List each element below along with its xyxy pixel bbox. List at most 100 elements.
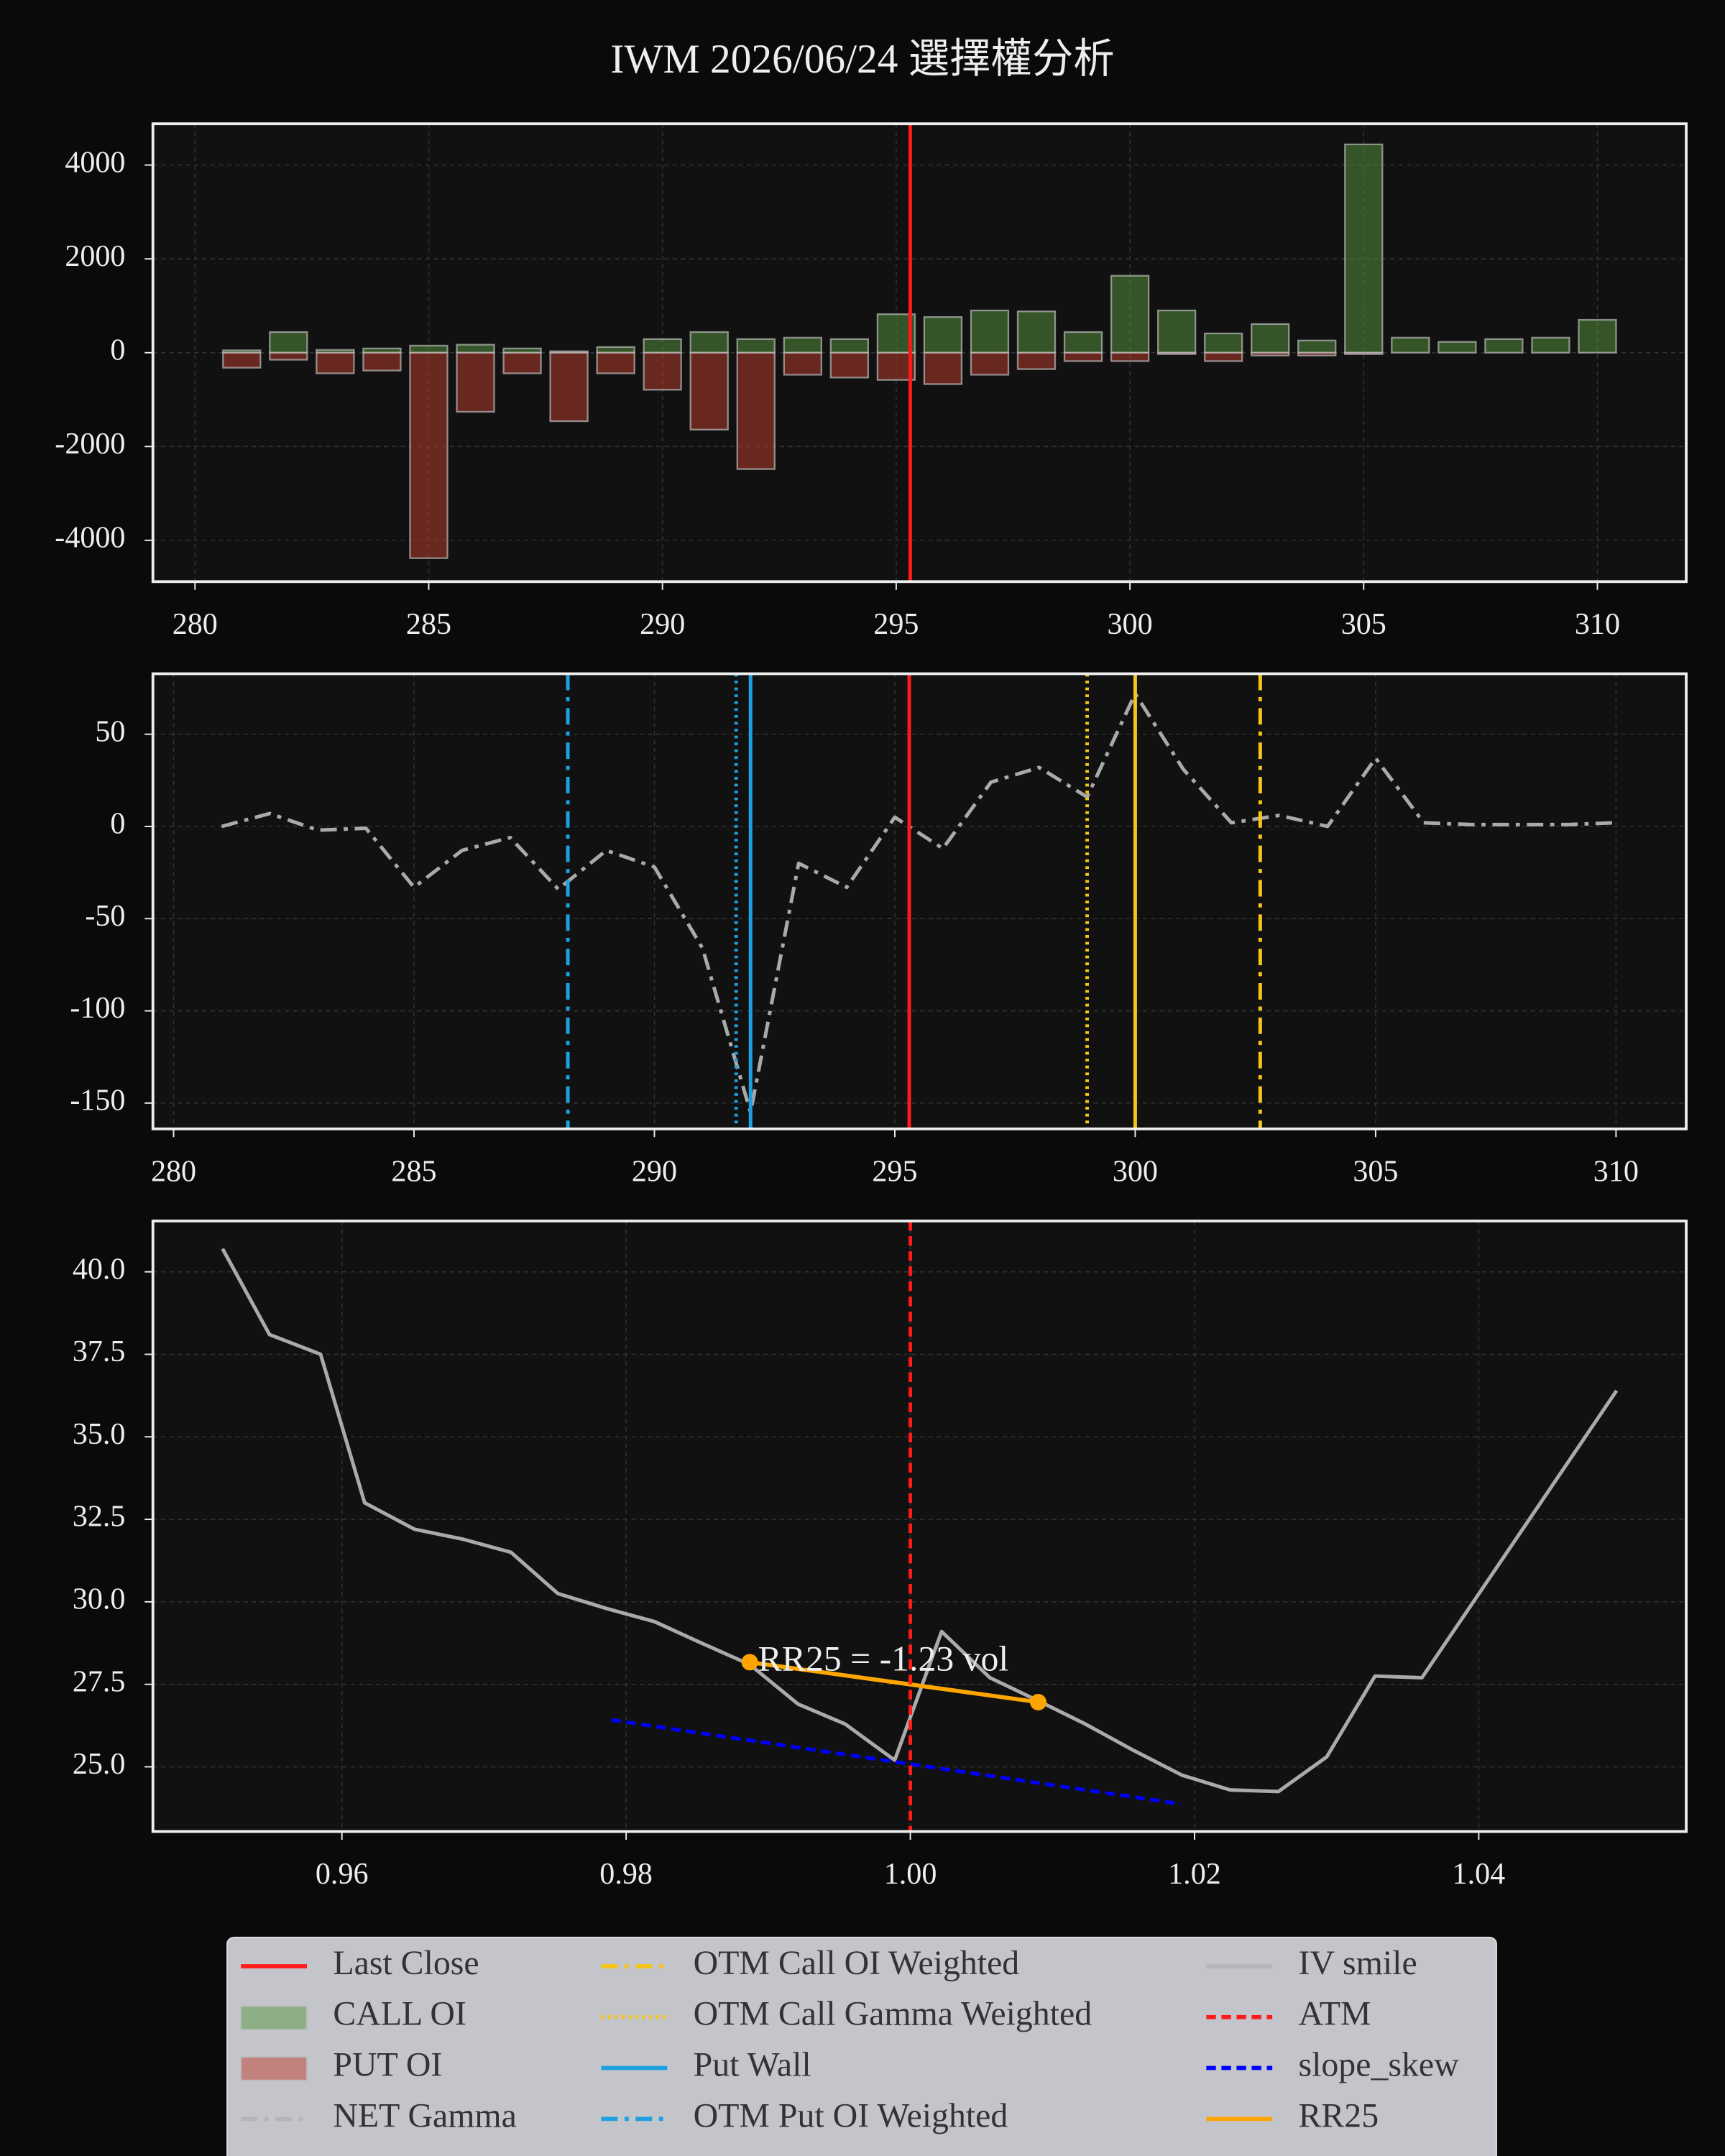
line-series [221,1248,1619,1794]
y-tick-label: 35.0 [73,1417,126,1451]
bar [409,344,448,354]
bar [1344,351,1384,355]
y-tick-label: 32.5 [73,1500,126,1534]
y-tick-label: 30.0 [73,1583,126,1616]
x-tick-label: 300 [1108,607,1153,641]
x-tick-label: 285 [406,607,451,641]
bar [783,336,822,354]
x-tick-label: 305 [1341,607,1386,641]
axes-background [152,124,1687,582]
bar [970,309,1010,354]
x-tick-label: 1.00 [884,1857,937,1891]
line-series [749,1660,1039,1705]
bar [1484,338,1524,354]
legend-label: Last Close [333,1944,479,1982]
annotation: RR25 = -1.23 vol [758,1639,1009,1678]
x-tick-label: 295 [872,1155,917,1189]
line-series [221,691,1616,1115]
legend-label: CALL OI [333,1995,466,2033]
x-tick-label: 280 [151,1155,196,1189]
bar [736,338,776,354]
y-tick-label: 50 [95,714,125,748]
y-tick-label: -100 [70,991,125,1025]
legend-label: OTM Call Gamma Weighted [694,1995,1092,2033]
x-tick-label: 305 [1353,1155,1398,1189]
x-tick-label: 290 [632,1155,677,1189]
bar [1156,351,1197,355]
legend-label: Put Wall [694,2046,811,2084]
legend-label: ATM [1299,1995,1371,2033]
bar [362,351,402,372]
bar [1391,336,1430,354]
y-tick-label: 4000 [65,145,125,179]
legend-label: NET Gamma [333,2096,516,2134]
legend-label: OTM Put OI Weighted [694,2096,1008,2134]
axes-frame [151,122,1688,584]
bar [1110,351,1150,362]
bar [1063,351,1103,362]
bar [970,351,1010,376]
x-tick-label: 1.04 [1453,1857,1506,1891]
legend-label: PUT OI [333,2046,442,2084]
legend-label: IV smile [1299,1944,1417,1982]
x-tick-label: 0.98 [599,1857,653,1891]
bar [1110,275,1150,354]
bar [1531,336,1570,354]
marker [741,1654,758,1671]
x-tick-label: 285 [391,1155,436,1189]
bar [829,338,870,354]
bar [643,338,682,354]
y-tick-label: 0 [110,807,125,841]
y-tick-label: 0 [110,333,125,367]
y-tick-label: -50 [85,899,125,933]
bar [1297,351,1337,356]
x-tick-label: 310 [1575,607,1620,641]
bar [736,351,776,470]
bar [1203,351,1243,362]
bar [1344,143,1384,354]
bar [222,351,262,369]
x-tick-label: 310 [1593,1155,1639,1189]
y-tick-label: 27.5 [73,1664,126,1698]
x-tick-label: 1.02 [1168,1857,1221,1891]
axes-frame [151,1220,1688,1833]
bar [1438,341,1477,354]
x-tick-label: 290 [640,607,685,641]
legend-label: RR25 [1299,2096,1379,2134]
line-series [611,1718,1181,1806]
x-tick-label: 295 [873,607,919,641]
x-tick-label: 0.96 [316,1857,369,1891]
bar [456,344,495,354]
bar [643,351,682,391]
axes-frame [151,672,1688,1130]
figure-title: IWM 2026/06/24 選擇權分析 [610,37,1114,82]
y-tick-label: 37.5 [73,1335,126,1368]
bar [549,351,589,423]
legend-box [226,1936,1497,2156]
y-tick-label: -4000 [55,521,125,555]
legend-handle [240,2056,308,2081]
bar [1016,310,1057,354]
bar [596,351,635,374]
x-tick-label: 300 [1113,1155,1158,1189]
y-tick-label: 25.0 [73,1747,126,1781]
bar [1156,309,1197,354]
bar [456,351,495,413]
y-tick-label: -2000 [55,427,125,461]
bar [409,351,448,559]
bar [1063,331,1103,354]
bar [829,351,870,379]
bar [1016,351,1057,370]
bar [596,346,635,354]
bar [269,351,308,361]
bar [1251,323,1290,354]
legend-handle [240,2005,308,2030]
y-tick-label: 40.0 [73,1252,126,1286]
bar [1297,339,1337,354]
bar [1203,332,1243,354]
y-tick-label: -150 [70,1084,125,1118]
x-tick-label: 280 [172,607,218,641]
axes-background [152,1220,1687,1832]
bar [316,351,355,374]
